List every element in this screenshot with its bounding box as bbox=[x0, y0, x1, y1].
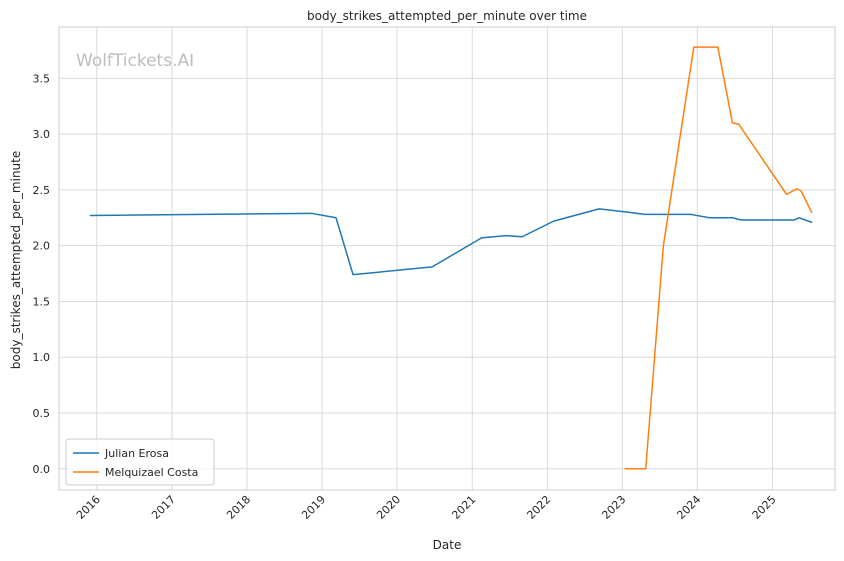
grid bbox=[59, 27, 835, 490]
y-tick-label: 0.0 bbox=[33, 463, 51, 476]
legend-label-julian-erosa: Julian Erosa bbox=[104, 447, 169, 460]
y-tick-label: 3.5 bbox=[33, 72, 51, 85]
y-axis-label: body_strikes_attempted_per_minute bbox=[9, 151, 23, 369]
plot-frame bbox=[58, 26, 836, 491]
y-tick-label: 2.5 bbox=[33, 184, 51, 197]
chart-title: body_strikes_attempted_per_minute over t… bbox=[307, 9, 587, 23]
legend: Julian Erosa Melquizael Costa bbox=[65, 438, 215, 486]
y-tick-label: 0.5 bbox=[33, 407, 51, 420]
series-line-julian-erosa bbox=[89, 208, 813, 276]
x-axis-label: Date bbox=[433, 538, 462, 552]
series-line-melquizael-costa bbox=[624, 46, 813, 470]
legend-label-melquizael-costa: Melquizael Costa bbox=[105, 466, 198, 479]
y-tick-label: 3.0 bbox=[33, 128, 51, 141]
legend-box bbox=[65, 438, 215, 486]
y-tick-label: 1.5 bbox=[33, 295, 51, 308]
series-layer bbox=[89, 46, 813, 470]
y-tick-label: 2.0 bbox=[33, 240, 51, 253]
y-axis: 0.0 0.5 1.0 1.5 2.0 2.5 3.0 3.5 bbox=[33, 72, 51, 475]
y-tick-label: 1.0 bbox=[33, 351, 51, 364]
watermark: WolfTickets.AI bbox=[76, 51, 194, 71]
